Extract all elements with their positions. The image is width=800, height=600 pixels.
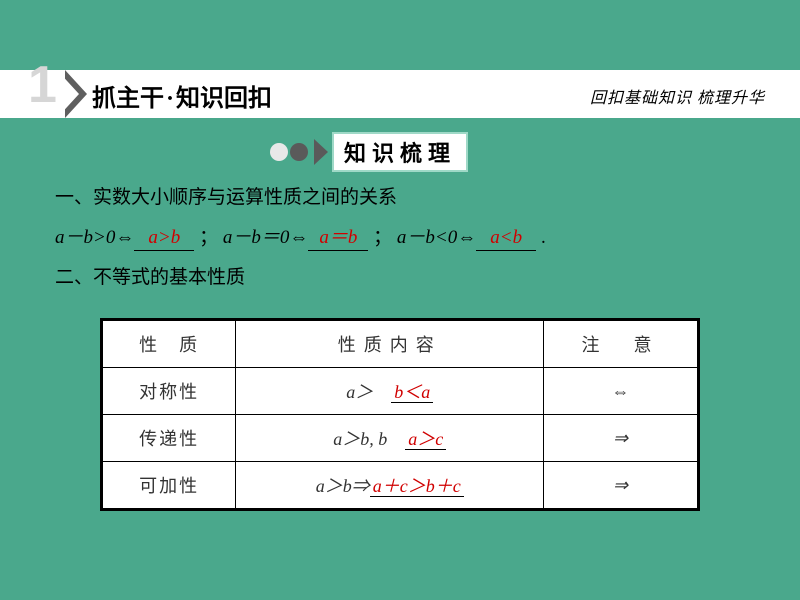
title-main: 抓主干: [92, 86, 164, 112]
cell-note: ⇔: [544, 368, 698, 415]
arrow-icon: [314, 139, 328, 165]
table-header-row: 性 质 性质内容 注 意: [103, 321, 698, 368]
subheader-label: 知识梳理: [332, 132, 468, 172]
heading-1: 一、实数大小顺序与运算性质之间的关系: [55, 178, 750, 218]
expr-black: a＞b⇒: [316, 476, 370, 496]
th-note: 注 意: [544, 321, 698, 368]
cell-note: ⇒: [544, 415, 698, 462]
heading-2: 二、不等式的基本性质: [55, 258, 750, 298]
blank-1: a>b: [134, 227, 194, 251]
cell-name: 可加性: [103, 462, 236, 509]
expr-black: a＞: [346, 382, 373, 402]
table-row: 可加性 a＞b⇒a＋c＞b＋c ⇒: [103, 462, 698, 509]
cell-expr: a＞ b＜a: [236, 368, 544, 415]
cell-expr: a＞b, b a＞c: [236, 415, 544, 462]
dot-dark-icon: [290, 143, 308, 161]
properties-table: 性 质 性质内容 注 意 对称性 a＞ b＜a ⇔ 传递性 a＞b, b a＞c…: [100, 318, 700, 511]
slide: 1 抓主干·知识回扣 回扣基础知识 梳理升华 知识梳理 一、实数大小顺序与运算性…: [0, 0, 800, 600]
cell-note: ⇒: [544, 462, 698, 509]
table-row: 传递性 a＞b, b a＞c ⇒: [103, 415, 698, 462]
title-dot: ·: [166, 86, 174, 112]
cell-name: 传递性: [103, 415, 236, 462]
expr-black: a＞b, b: [333, 429, 387, 449]
header-subtitle: 回扣基础知识 梳理升华: [590, 84, 765, 108]
header-title: 抓主干·知识回扣: [92, 78, 272, 113]
expr-red: b＜a: [391, 382, 433, 403]
rel-prefix-3: a－b<0⇔: [397, 227, 476, 248]
section-number: 1: [28, 55, 57, 115]
dot-light-icon: [270, 143, 288, 161]
rel-sep-2: ；: [373, 227, 392, 248]
expr-red: a＞c: [405, 429, 446, 450]
subheader: 知识梳理: [270, 132, 468, 172]
rel-suffix: .: [541, 227, 546, 248]
th-content: 性质内容: [236, 321, 544, 368]
th-property: 性 质: [103, 321, 236, 368]
blank-3: a<b: [476, 227, 536, 251]
relation-line: a－b>0⇔a>b ； a－b＝0⇔a＝b ； a－b<0⇔a<b .: [55, 218, 750, 258]
rel-prefix-2: a－b＝0⇔: [223, 227, 309, 248]
rel-sep-1: ；: [199, 227, 218, 248]
expr-red: a＋c＞b＋c: [370, 476, 464, 497]
dots-icon: [270, 143, 308, 161]
cell-expr: a＞b⇒a＋c＞b＋c: [236, 462, 544, 509]
title-tail: 知识回扣: [176, 86, 272, 112]
content-block: 一、实数大小顺序与运算性质之间的关系 a－b>0⇔a>b ； a－b＝0⇔a＝b…: [55, 178, 750, 298]
cell-name: 对称性: [103, 368, 236, 415]
blank-2: a＝b: [308, 227, 368, 251]
rel-prefix-1: a－b>0⇔: [55, 227, 134, 248]
table-row: 对称性 a＞ b＜a ⇔: [103, 368, 698, 415]
chevron-icon: [65, 70, 87, 118]
